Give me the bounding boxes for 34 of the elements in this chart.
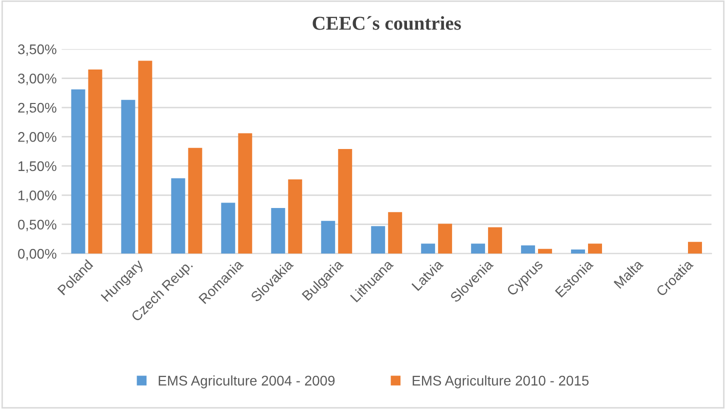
bar [238, 133, 252, 254]
bar [571, 249, 586, 254]
bar [338, 148, 352, 254]
bar [271, 208, 286, 254]
bar [121, 100, 136, 254]
bar [321, 220, 336, 254]
y-tick-label: 3,50% [18, 44, 56, 56]
bar [71, 89, 86, 254]
y-tick-label: 2,00% [18, 132, 56, 144]
y-tick-label: 2,50% [18, 102, 56, 114]
bar [288, 179, 302, 254]
bar [421, 244, 436, 254]
bar [388, 212, 402, 254]
bar [138, 60, 152, 254]
legend-label: EMS Agriculture 2010 - 2015 [412, 375, 589, 388]
y-tick-label: 0,00% [18, 248, 56, 260]
bar [471, 244, 486, 254]
bar [188, 148, 202, 254]
bar [221, 202, 236, 254]
y-tick-label: 1,50% [18, 161, 56, 173]
y-tick-label: 3,00% [18, 74, 56, 86]
bar [88, 70, 102, 254]
bar [171, 178, 186, 254]
bar [438, 224, 452, 254]
bar [371, 226, 386, 254]
y-tick-label: 1,00% [18, 190, 56, 202]
bar [588, 244, 602, 254]
bar [521, 245, 536, 254]
bar [488, 227, 502, 254]
bar [688, 242, 702, 254]
y-tick-label: 0,50% [18, 220, 56, 232]
legend-label: EMS Agriculture 2004 - 2009 [158, 375, 335, 388]
bar [538, 248, 552, 254]
chart-title: CEEC´s countries [312, 16, 461, 30]
